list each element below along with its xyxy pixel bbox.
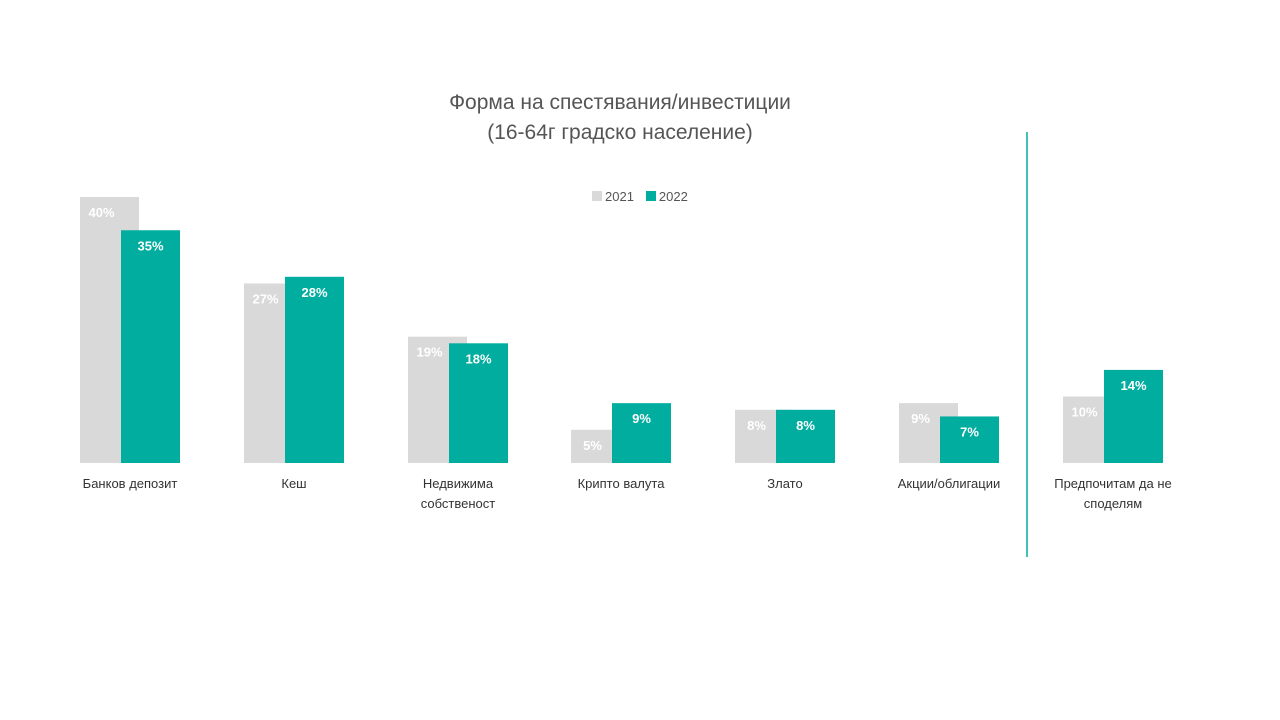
legend-item-2021: 2021	[592, 189, 634, 204]
bar-2022-3	[612, 403, 671, 463]
legend-label-2021: 2021	[605, 188, 634, 204]
data-label-2021-0: 40%	[88, 205, 114, 220]
bar-2022-1	[285, 276, 344, 463]
category-label-1-0: Кеш	[281, 476, 306, 491]
data-label-2022-0: 35%	[137, 238, 163, 253]
bar-2022-2	[449, 343, 508, 463]
data-label-2022-2: 18%	[465, 351, 491, 366]
data-label-2022-3: 9%	[632, 411, 651, 426]
category-label-6-1: споделям	[1084, 496, 1142, 511]
bar-2022-6	[1104, 369, 1163, 463]
category-label-2-1: собственост	[421, 496, 496, 511]
category-label-4-0: Злато	[767, 476, 802, 491]
chart-title-line-2: (16-64г градско население)	[487, 121, 753, 144]
data-label-2021-5: 9%	[911, 411, 930, 426]
legend-label-2022: 2022	[658, 188, 688, 204]
data-label-2022-1: 28%	[301, 285, 327, 300]
bar-2022-4	[776, 409, 835, 463]
legend-item-2022: 2022	[645, 188, 688, 204]
data-label-2021-2: 19%	[416, 345, 442, 360]
data-label-2022-4: 8%	[796, 418, 815, 433]
category-label-5-0: Акции/облигации	[898, 476, 1001, 491]
category-label-3-0: Крипто валута	[578, 476, 666, 491]
category-label-6-0: Предпочитам да не	[1054, 476, 1172, 491]
bar-2022-0	[121, 230, 180, 463]
category-label-2-0: Недвижима	[423, 476, 494, 491]
data-label-2022-5: 7%	[960, 424, 979, 439]
data-label-2021-4: 8%	[747, 418, 766, 433]
chart-title: Форма на спестявания/инвестиции (16-64г …	[0, 88, 1240, 148]
data-label-2021-3: 5%	[583, 438, 602, 453]
chart-title-line-1: Форма на спестявания/инвестиции	[449, 91, 791, 114]
data-label-2021-1: 27%	[252, 291, 278, 306]
legend-swatch-2022	[645, 191, 656, 201]
data-label-2022-6: 14%	[1120, 378, 1146, 393]
legend-swatch-2021	[592, 191, 602, 201]
category-label-0-0: Банков депозит	[83, 476, 178, 491]
bar-2022-5	[940, 416, 999, 463]
chart-legend: 2021 2022	[592, 188, 700, 204]
data-label-2021-6: 10%	[1071, 405, 1097, 420]
